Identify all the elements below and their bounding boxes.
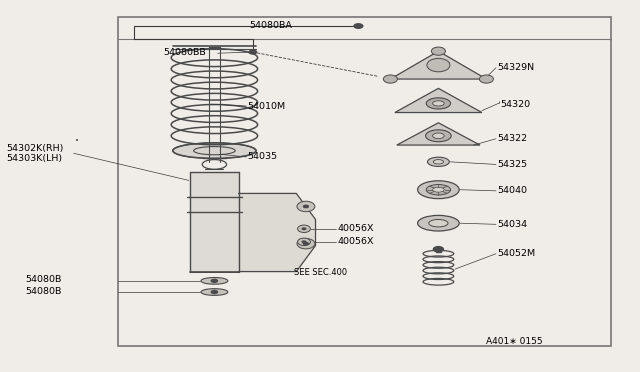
- Text: SEE SEC.400: SEE SEC.400: [294, 268, 348, 277]
- Text: 54322: 54322: [497, 134, 527, 143]
- Text: 54080B: 54080B: [26, 275, 62, 284]
- Polygon shape: [390, 51, 486, 79]
- Ellipse shape: [426, 185, 451, 195]
- Text: 54034: 54034: [497, 220, 527, 229]
- Ellipse shape: [429, 219, 448, 227]
- Ellipse shape: [433, 133, 444, 139]
- Circle shape: [427, 58, 450, 72]
- Ellipse shape: [418, 181, 460, 199]
- Text: 54325: 54325: [497, 160, 527, 169]
- Circle shape: [433, 246, 444, 253]
- Text: 54320: 54320: [500, 100, 531, 109]
- Text: 54035: 54035: [248, 153, 278, 161]
- Ellipse shape: [426, 98, 451, 109]
- Circle shape: [301, 227, 307, 230]
- Text: 54080B: 54080B: [26, 287, 62, 296]
- Circle shape: [211, 290, 218, 294]
- Text: 54052M: 54052M: [497, 249, 536, 258]
- Ellipse shape: [433, 160, 444, 164]
- Circle shape: [298, 225, 310, 232]
- Bar: [190, 172, 239, 272]
- Circle shape: [353, 23, 364, 29]
- Circle shape: [303, 205, 309, 208]
- Circle shape: [301, 240, 307, 243]
- Circle shape: [297, 201, 315, 212]
- Circle shape: [298, 238, 310, 246]
- Text: 54080BA: 54080BA: [250, 21, 292, 30]
- Text: 54303K(LH): 54303K(LH): [6, 154, 63, 163]
- Circle shape: [303, 242, 309, 246]
- Ellipse shape: [428, 157, 449, 167]
- Ellipse shape: [173, 143, 256, 158]
- Ellipse shape: [433, 101, 444, 106]
- Circle shape: [248, 49, 257, 55]
- Ellipse shape: [201, 289, 228, 295]
- Polygon shape: [397, 123, 480, 145]
- Ellipse shape: [426, 130, 451, 142]
- Circle shape: [383, 75, 397, 83]
- Text: A401∗ 0155: A401∗ 0155: [486, 337, 543, 346]
- Ellipse shape: [433, 187, 444, 192]
- Polygon shape: [239, 193, 316, 272]
- Text: 54329N: 54329N: [497, 63, 534, 72]
- Circle shape: [297, 238, 315, 249]
- Bar: [118, 17, 611, 346]
- Circle shape: [479, 75, 493, 83]
- Circle shape: [431, 47, 445, 55]
- Text: 40056X: 40056X: [337, 237, 374, 246]
- Text: 54040: 54040: [497, 186, 527, 195]
- Polygon shape: [395, 89, 482, 112]
- Text: 54080BB: 54080BB: [163, 48, 206, 57]
- Text: 54302K(RH): 54302K(RH): [6, 144, 64, 153]
- Ellipse shape: [418, 215, 460, 231]
- Circle shape: [211, 279, 218, 283]
- Text: •: •: [75, 138, 79, 144]
- Text: 40056X: 40056X: [337, 224, 374, 233]
- Text: 54010M: 54010M: [248, 102, 286, 110]
- Ellipse shape: [201, 278, 228, 284]
